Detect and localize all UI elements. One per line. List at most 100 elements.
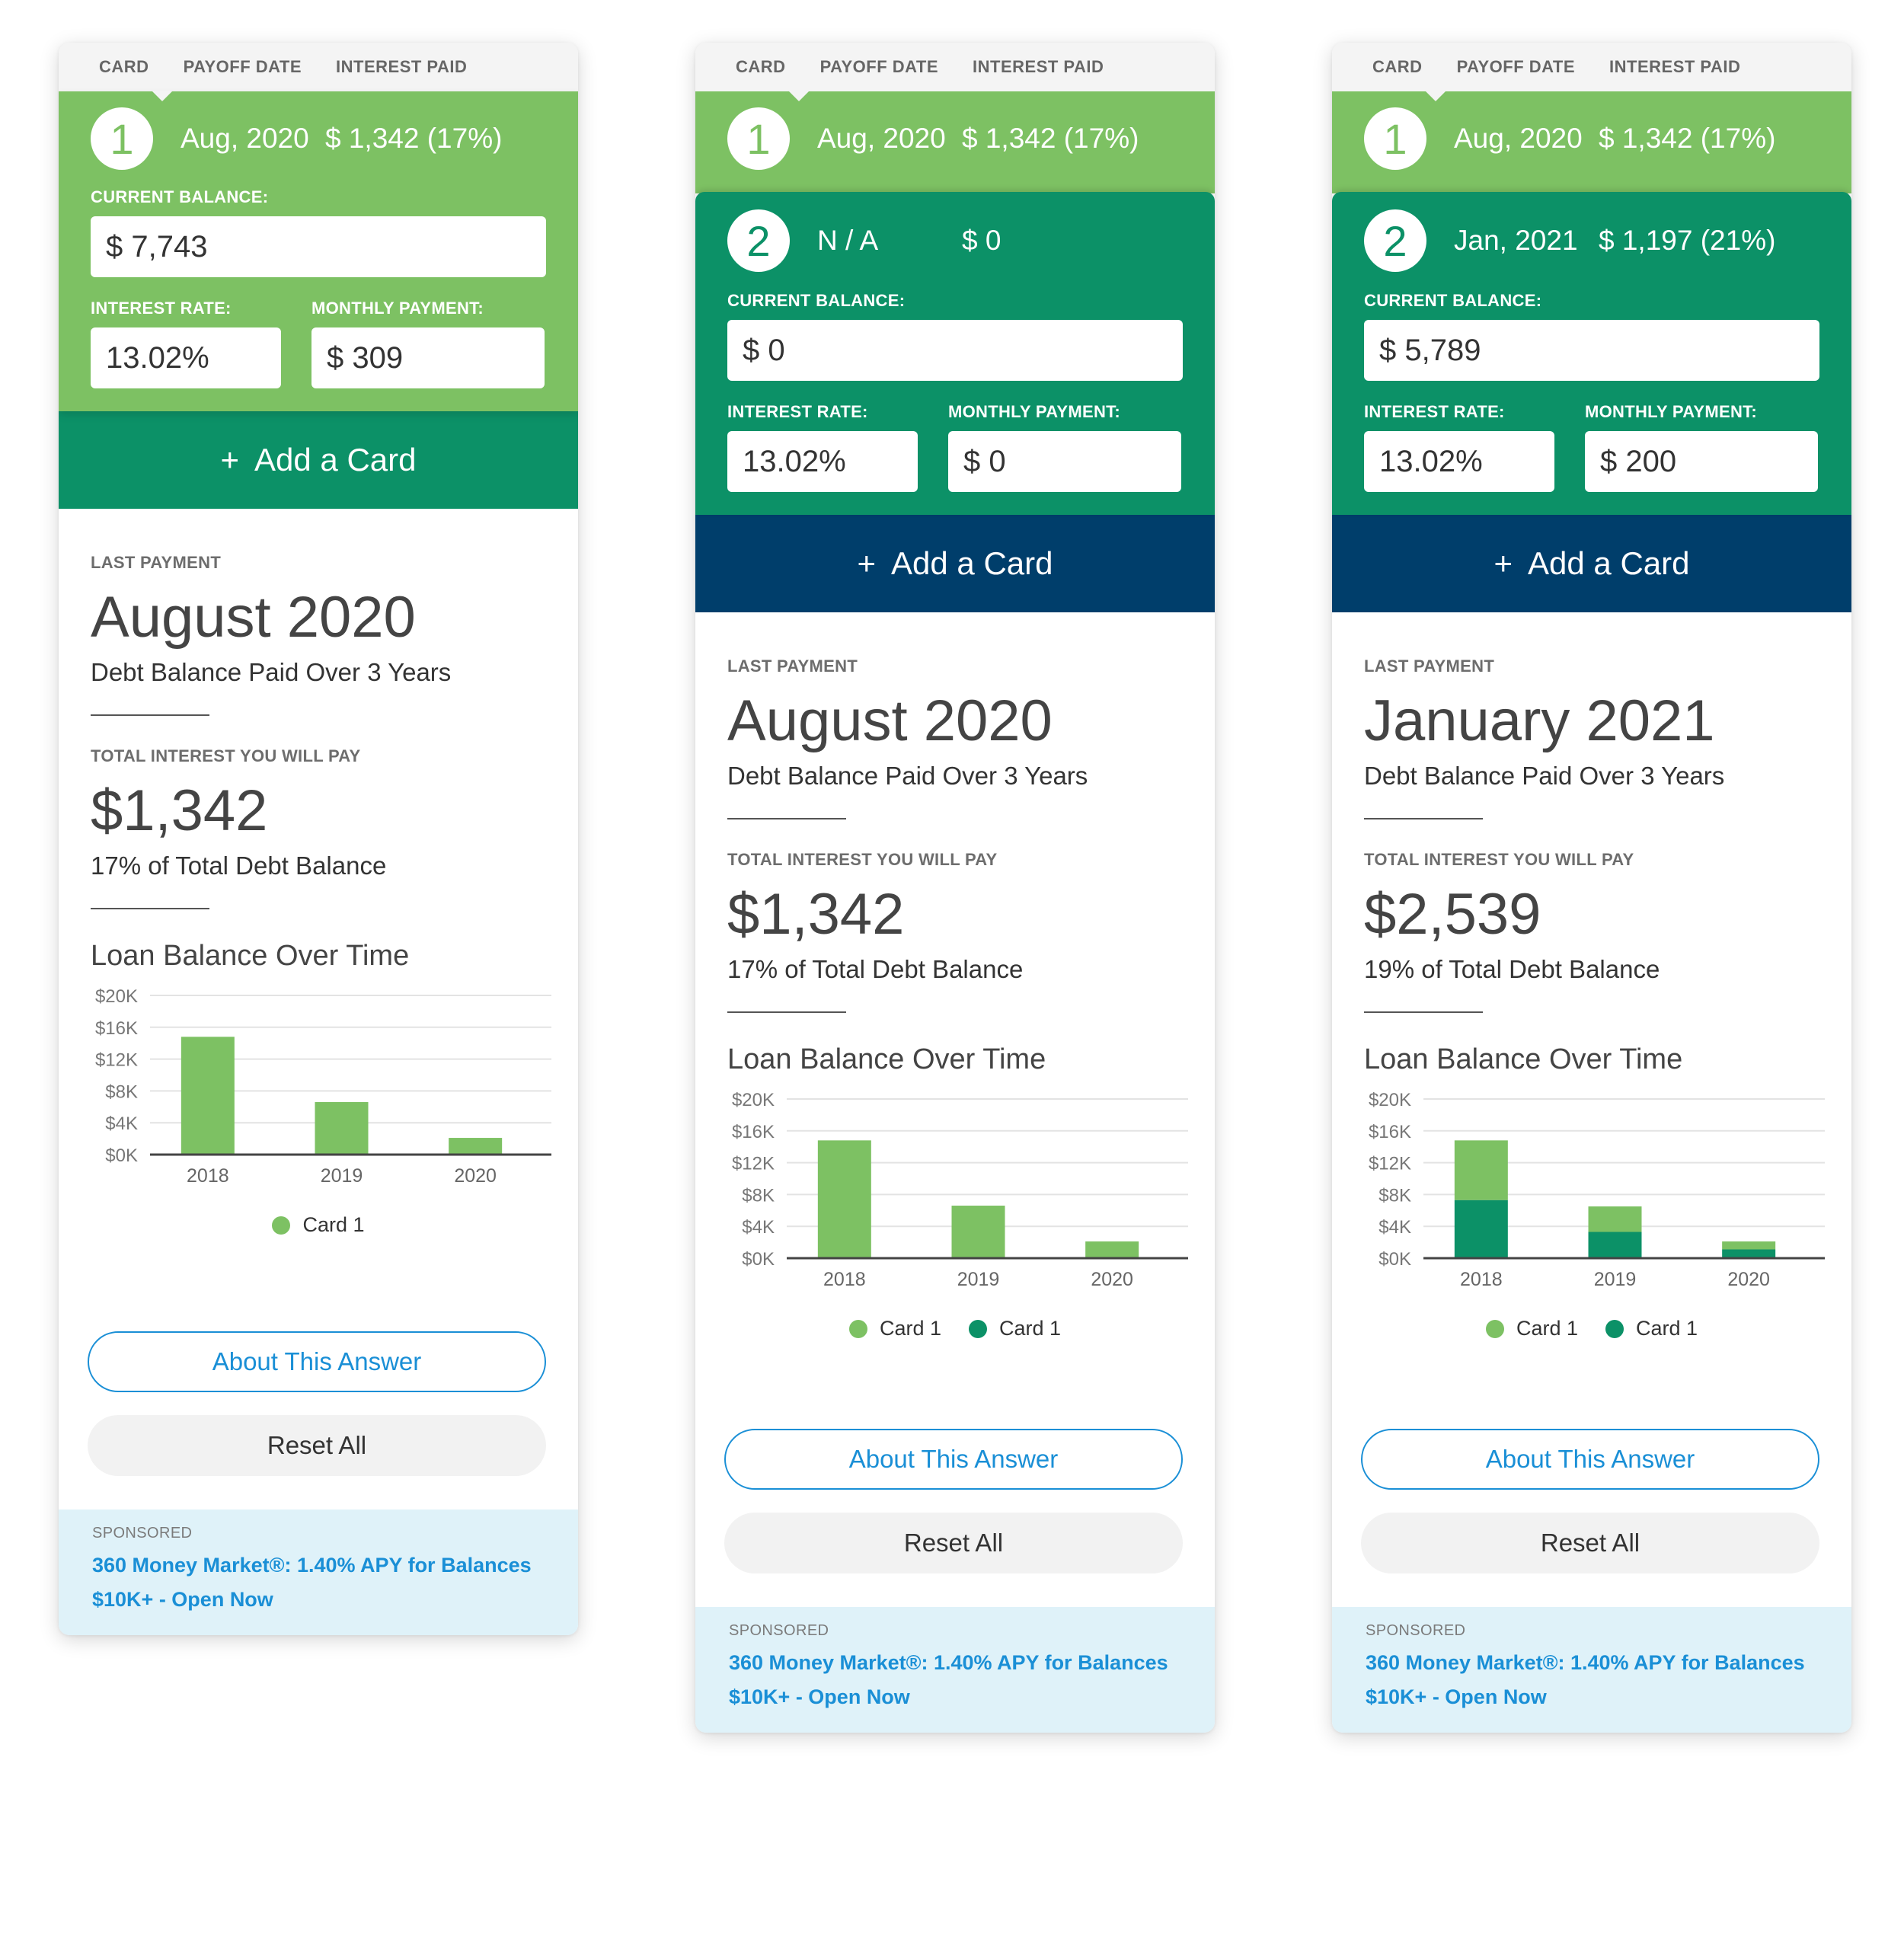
chart-title: Loan Balance Over Time: [727, 1043, 1046, 1075]
header-payoff-date: PAYOFF DATE: [1456, 57, 1576, 76]
card-number-badge: 1: [91, 107, 153, 170]
sponsored-banner[interactable]: SPONSORED 360 Money Market®: 1.40% APY f…: [695, 1607, 1215, 1733]
header-card: CARD: [99, 57, 149, 76]
card-2-expanded[interactable]: 2 N / A $ 0 CURRENT BALANCE: $ 0 INTERES…: [695, 192, 1215, 515]
header-interest-paid: INTEREST PAID: [336, 57, 468, 76]
last-payment-value: August 2020: [727, 688, 1053, 753]
dot-icon: [848, 1319, 867, 1338]
column-header: CARD PAYOFF DATE INTEREST PAID: [1332, 43, 1851, 91]
card-interest-paid: $ 1,342 (17%): [962, 123, 1139, 154]
y-tick-label: $16K: [95, 1018, 138, 1039]
add-card-button[interactable]: + Add a Card: [59, 411, 578, 509]
card-payoff-date: N / A: [817, 225, 879, 256]
card-summary-row[interactable]: 1 Aug, 2020 $ 1,342 (17%): [59, 91, 578, 186]
divider: [91, 714, 209, 716]
card-summary-row[interactable]: 2 Jan, 2021 $ 1,197 (21%): [1332, 192, 1851, 289]
about-this-answer-button[interactable]: About This Answer: [88, 1331, 546, 1392]
y-tick-label: $4K: [742, 1217, 775, 1238]
y-tick-label: $0K: [105, 1145, 138, 1166]
sponsored-link[interactable]: 360 Money Market®: 1.40% APY for Balance…: [92, 1548, 545, 1617]
sponsored-banner[interactable]: SPONSORED 360 Money Market®: 1.40% APY f…: [1332, 1607, 1851, 1733]
card-summary-row[interactable]: 1 Aug, 2020 $ 1,342 (17%): [1332, 91, 1851, 186]
paid-over-text: Debt Balance Paid Over 3 Years: [727, 762, 1088, 790]
legend-item: Card 1: [969, 1317, 1061, 1340]
bar: [1454, 1200, 1508, 1258]
percent-of-debt-text: 17% of Total Debt Balance: [91, 851, 387, 880]
card-summary-row[interactable]: 1 Aug, 2020 $ 1,342 (17%): [695, 91, 1215, 186]
sponsored-link-line[interactable]: 360 Money Market®: 1.40% APY for Balance…: [1366, 1651, 1805, 1674]
add-card-button[interactable]: + Add a Card: [1332, 515, 1851, 612]
card-number-badge: 2: [1364, 209, 1426, 272]
add-card-label: Add a Card: [254, 442, 417, 478]
sponsored-banner[interactable]: SPONSORED 360 Money Market®: 1.40% APY f…: [59, 1510, 578, 1635]
current-balance-input[interactable]: $ 7,743: [91, 216, 546, 277]
monthly-payment-input[interactable]: $ 200: [1585, 431, 1818, 492]
plus-icon: +: [220, 442, 240, 478]
x-tick-label: 2019: [1594, 1269, 1637, 1290]
sponsored-link[interactable]: 360 Money Market®: 1.40% APY for Balance…: [1366, 1646, 1818, 1714]
card-1-expanded[interactable]: 1 Aug, 2020 $ 1,342 (17%) CURRENT BALANC…: [59, 91, 578, 411]
add-card-label: Add a Card: [1528, 545, 1690, 581]
chart-title: Loan Balance Over Time: [91, 940, 410, 972]
current-balance-input[interactable]: $ 5,789: [1364, 320, 1819, 381]
reset-all-button[interactable]: Reset All: [1361, 1513, 1819, 1573]
x-tick-label: 2018: [187, 1165, 229, 1187]
divider: [1364, 818, 1483, 819]
reset-all-button[interactable]: Reset All: [724, 1513, 1183, 1573]
sponsored-label: SPONSORED: [1366, 1622, 1466, 1639]
card-interest-paid: $ 0: [962, 225, 1002, 256]
about-this-answer-button[interactable]: About This Answer: [1361, 1429, 1819, 1490]
bar: [1722, 1249, 1776, 1258]
loan-balance-chart: $0K $4K $8K $12K $16K $20K 2018 2019 2020: [95, 986, 551, 1187]
sponsored-link-line[interactable]: $10K+ - Open Now: [1366, 1685, 1547, 1708]
y-tick-label: $8K: [742, 1185, 775, 1206]
add-card-button[interactable]: + Add a Card: [695, 515, 1215, 612]
sponsored-link-line[interactable]: 360 Money Market®: 1.40% APY for Balance…: [92, 1554, 532, 1577]
card-1-collapsed[interactable]: 1 Aug, 2020 $ 1,342 (17%): [1332, 91, 1851, 193]
x-tick-label: 2020: [454, 1165, 497, 1187]
last-payment-label: LAST PAYMENT: [91, 553, 222, 572]
bar: [951, 1206, 1005, 1258]
sponsored-link-line[interactable]: 360 Money Market®: 1.40% APY for Balance…: [729, 1651, 1168, 1674]
bar: [1454, 1140, 1508, 1200]
x-tick-label: 2018: [1460, 1269, 1503, 1290]
bar: [315, 1102, 369, 1155]
x-tick-label: 2018: [823, 1269, 866, 1290]
card-1-collapsed[interactable]: 1 Aug, 2020 $ 1,342 (17%): [695, 91, 1215, 193]
current-balance-input[interactable]: $ 0: [727, 320, 1183, 381]
y-tick-label: $0K: [1378, 1249, 1411, 1270]
calculator-panel-one-card: CARD PAYOFF DATE INTEREST PAID 1 Aug, 20…: [59, 43, 578, 1635]
y-tick-label: $4K: [105, 1113, 138, 1134]
sponsored-link-line[interactable]: $10K+ - Open Now: [729, 1685, 910, 1708]
y-tick-label: $4K: [1378, 1217, 1411, 1238]
card-summary-row[interactable]: 2 N / A $ 0: [695, 192, 1215, 289]
y-tick-label: $12K: [95, 1050, 138, 1071]
sponsored-label: SPONSORED: [729, 1622, 829, 1639]
interest-rate-input[interactable]: 13.02%: [91, 327, 281, 388]
about-this-answer-button[interactable]: About This Answer: [724, 1429, 1183, 1490]
divider: [1364, 1011, 1483, 1013]
monthly-payment-label: MONTHLY PAYMENT:: [948, 402, 1121, 421]
legend-item: Card 1: [272, 1213, 365, 1237]
total-interest-value: $1,342: [727, 882, 905, 947]
card-2-expanded[interactable]: 2 Jan, 2021 $ 1,197 (21%) CURRENT BALANC…: [1332, 192, 1851, 515]
sponsored-link-line[interactable]: $10K+ - Open Now: [92, 1588, 273, 1611]
card-payoff-date: Aug, 2020: [180, 123, 309, 154]
total-interest-label: TOTAL INTEREST YOU WILL PAY: [91, 746, 361, 765]
bar: [1588, 1206, 1642, 1232]
interest-rate-input[interactable]: 13.02%: [1364, 431, 1554, 492]
chart-legend: Card 1: [91, 1213, 546, 1237]
bar: [1722, 1241, 1776, 1250]
sponsored-link[interactable]: 360 Money Market®: 1.40% APY for Balance…: [729, 1646, 1181, 1714]
plus-icon: +: [857, 545, 877, 581]
interest-rate-label: INTEREST RATE:: [727, 402, 868, 421]
interest-rate-input[interactable]: 13.02%: [727, 431, 918, 492]
monthly-payment-input[interactable]: $ 0: [948, 431, 1181, 492]
legend-label: Card 1: [1636, 1317, 1698, 1340]
reset-all-button[interactable]: Reset All: [88, 1415, 546, 1476]
header-notch: [152, 91, 173, 101]
last-payment-label: LAST PAYMENT: [727, 657, 858, 676]
header-notch: [1425, 91, 1446, 101]
monthly-payment-input[interactable]: $ 309: [311, 327, 545, 388]
card-payoff-date: Aug, 2020: [1454, 123, 1583, 154]
